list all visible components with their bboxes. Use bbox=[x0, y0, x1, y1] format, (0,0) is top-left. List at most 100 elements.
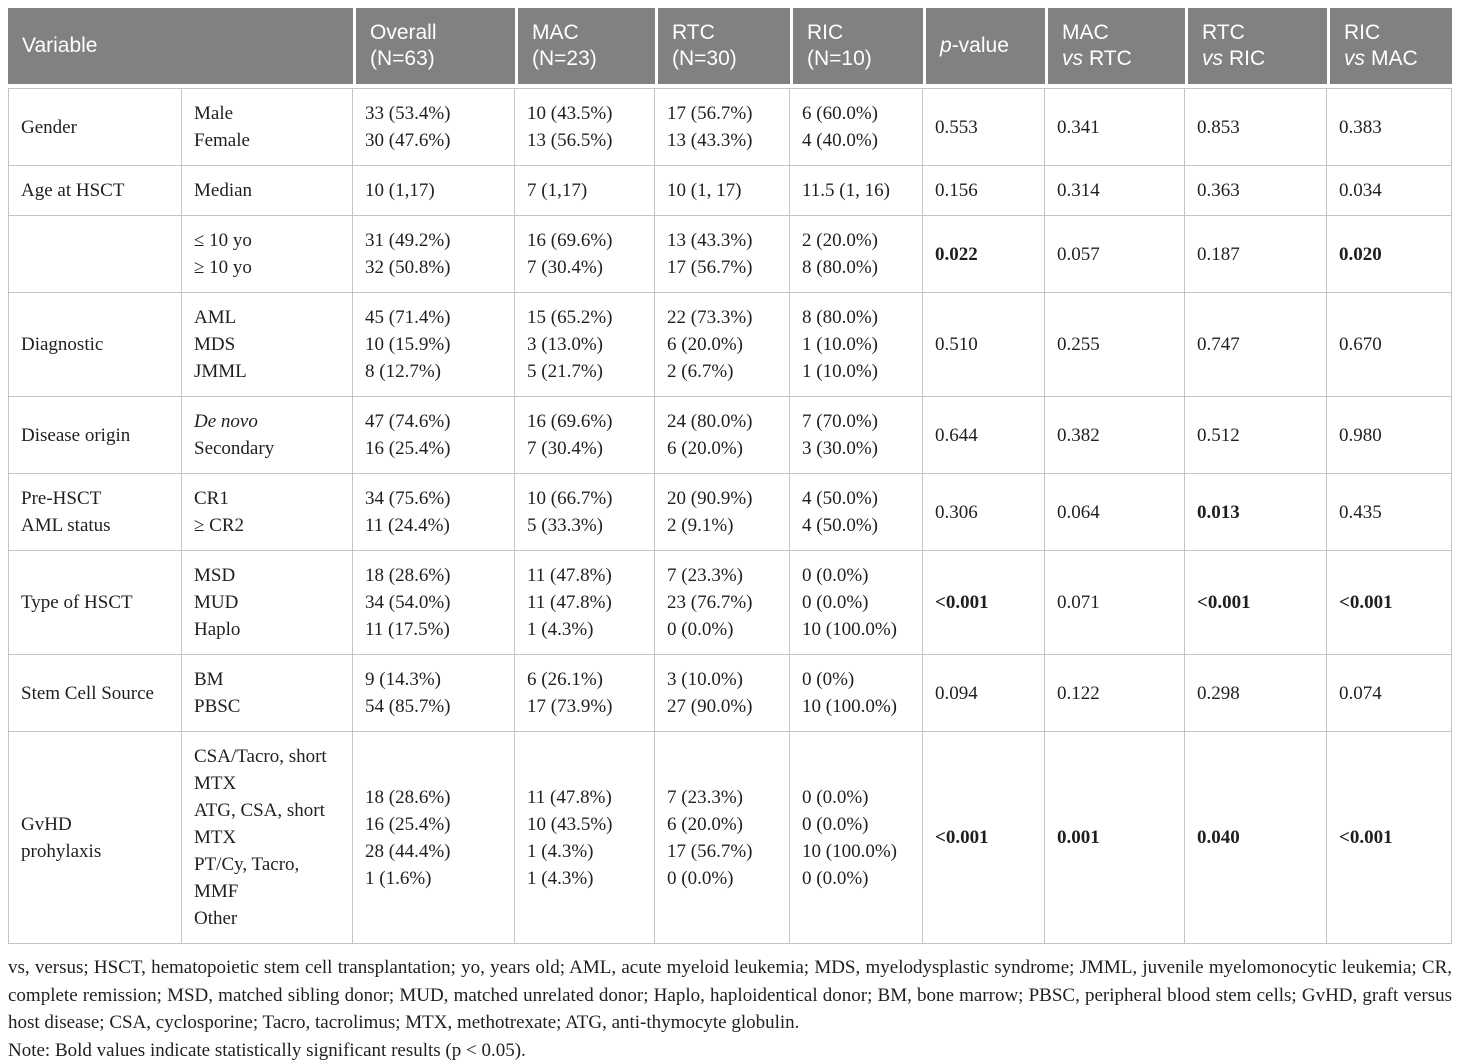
rtc-vs-ric-cell: 0.187 bbox=[1185, 216, 1327, 293]
overall-cell: 10 (1,17) bbox=[353, 166, 515, 216]
header-mac: MAC(N=23) bbox=[515, 8, 655, 88]
mac-cell: 11 (47.8%)10 (43.5%)1 (4.3%)1 (4.3%) bbox=[515, 732, 655, 944]
overall-cell: 31 (49.2%)32 (50.8%) bbox=[353, 216, 515, 293]
ric-cell: 6 (60.0%)4 (40.0%) bbox=[790, 88, 923, 166]
rtc-vs-ric-cell: 0.013 bbox=[1185, 474, 1327, 551]
rtc-vs-ric-cell: 0.853 bbox=[1185, 88, 1327, 166]
mac-cell: 15 (65.2%)3 (13.0%)5 (21.7%) bbox=[515, 293, 655, 397]
rtc-cell: 13 (43.3%)17 (56.7%) bbox=[655, 216, 790, 293]
ric-cell: 2 (20.0%)8 (80.0%) bbox=[790, 216, 923, 293]
ric-cell: 0 (0%)10 (100.0%) bbox=[790, 655, 923, 732]
mac-vs-rtc-cell: 0.122 bbox=[1045, 655, 1185, 732]
mac-vs-rtc-cell: 0.314 bbox=[1045, 166, 1185, 216]
rtc-vs-ric-cell: 0.363 bbox=[1185, 166, 1327, 216]
table-header: Variable Overall(N=63) MAC(N=23) RTC(N=3… bbox=[8, 8, 1452, 88]
variable-cell: Disease origin bbox=[8, 397, 182, 474]
mac-cell: 10 (66.7%)5 (33.3%) bbox=[515, 474, 655, 551]
ric-vs-mac-cell: 0.020 bbox=[1327, 216, 1452, 293]
mac-vs-rtc-cell: 0.382 bbox=[1045, 397, 1185, 474]
ric-vs-mac-cell: <0.001 bbox=[1327, 732, 1452, 944]
mac-vs-rtc-cell: 0.071 bbox=[1045, 551, 1185, 655]
sublabel-cell: Median bbox=[182, 166, 353, 216]
mac-cell: 6 (26.1%)17 (73.9%) bbox=[515, 655, 655, 732]
variable-cell: Stem Cell Source bbox=[8, 655, 182, 732]
mac-cell: 11 (47.8%)11 (47.8%)1 (4.3%) bbox=[515, 551, 655, 655]
overall-cell: 45 (71.4%)10 (15.9%)8 (12.7%) bbox=[353, 293, 515, 397]
rtc-vs-ric-cell: <0.001 bbox=[1185, 551, 1327, 655]
ric-vs-mac-cell: 0.034 bbox=[1327, 166, 1452, 216]
ric-vs-mac-cell: 0.980 bbox=[1327, 397, 1452, 474]
table-row-age-group: ≤ 10 yo≥ 10 yo 31 (49.2%)32 (50.8%) 16 (… bbox=[8, 216, 1452, 293]
mac-cell: 7 (1,17) bbox=[515, 166, 655, 216]
variable-cell bbox=[8, 216, 182, 293]
characteristics-table: Variable Overall(N=63) MAC(N=23) RTC(N=3… bbox=[8, 8, 1452, 944]
variable-cell: Age at HSCT bbox=[8, 166, 182, 216]
mac-cell: 16 (69.6%)7 (30.4%) bbox=[515, 397, 655, 474]
overall-cell: 9 (14.3%)54 (85.7%) bbox=[353, 655, 515, 732]
header-variable-label: Variable bbox=[22, 33, 345, 59]
ric-cell: 0 (0.0%)0 (0.0%)10 (100.0%) bbox=[790, 551, 923, 655]
ric-cell: 4 (50.0%)4 (50.0%) bbox=[790, 474, 923, 551]
rtc-cell: 20 (90.9%)2 (9.1%) bbox=[655, 474, 790, 551]
p-value-cell: <0.001 bbox=[923, 551, 1045, 655]
rtc-cell: 24 (80.0%)6 (20.0%) bbox=[655, 397, 790, 474]
p-value-cell: 0.510 bbox=[923, 293, 1045, 397]
overall-cell: 18 (28.6%)34 (54.0%)11 (17.5%) bbox=[353, 551, 515, 655]
header-overall: Overall(N=63) bbox=[353, 8, 515, 88]
p-value-cell: 0.306 bbox=[923, 474, 1045, 551]
ric-vs-mac-cell: 0.074 bbox=[1327, 655, 1452, 732]
ric-cell: 11.5 (1, 16) bbox=[790, 166, 923, 216]
p-value-cell: 0.156 bbox=[923, 166, 1045, 216]
sublabel-cell: CR1≥ CR2 bbox=[182, 474, 353, 551]
overall-cell: 33 (53.4%)30 (47.6%) bbox=[353, 88, 515, 166]
rtc-cell: 22 (73.3%)6 (20.0%)2 (6.7%) bbox=[655, 293, 790, 397]
variable-cell: Type of HSCT bbox=[8, 551, 182, 655]
rtc-vs-ric-cell: 0.512 bbox=[1185, 397, 1327, 474]
rtc-cell: 7 (23.3%)23 (76.7%)0 (0.0%) bbox=[655, 551, 790, 655]
rtc-vs-ric-cell: 0.298 bbox=[1185, 655, 1327, 732]
p-value-cell: 0.022 bbox=[923, 216, 1045, 293]
ric-cell: 8 (80.0%)1 (10.0%)1 (10.0%) bbox=[790, 293, 923, 397]
table-row-age: Age at HSCT Median 10 (1,17) 7 (1,17) 10… bbox=[8, 166, 1452, 216]
rtc-cell: 7 (23.3%)6 (20.0%)17 (56.7%)0 (0.0%) bbox=[655, 732, 790, 944]
overall-cell: 18 (28.6%)16 (25.4%)28 (44.4%)1 (1.6%) bbox=[353, 732, 515, 944]
header-rtc: RTC(N=30) bbox=[655, 8, 790, 88]
overall-cell: 34 (75.6%)11 (24.4%) bbox=[353, 474, 515, 551]
ric-vs-mac-cell: 0.670 bbox=[1327, 293, 1452, 397]
p-value-cell: 0.553 bbox=[923, 88, 1045, 166]
ric-cell: 0 (0.0%)0 (0.0%)10 (100.0%)0 (0.0%) bbox=[790, 732, 923, 944]
variable-cell: Gender bbox=[8, 88, 182, 166]
mac-vs-rtc-cell: 0.057 bbox=[1045, 216, 1185, 293]
table-footnote: vs, versus; HSCT, hematopoietic stem cel… bbox=[8, 954, 1452, 1064]
p-value-cell: 0.094 bbox=[923, 655, 1045, 732]
mac-vs-rtc-cell: 0.255 bbox=[1045, 293, 1185, 397]
rtc-cell: 3 (10.0%)27 (90.0%) bbox=[655, 655, 790, 732]
ric-cell: 7 (70.0%)3 (30.0%) bbox=[790, 397, 923, 474]
mac-cell: 16 (69.6%)7 (30.4%) bbox=[515, 216, 655, 293]
sublabel-cell: ≤ 10 yo≥ 10 yo bbox=[182, 216, 353, 293]
p-value-cell: 0.644 bbox=[923, 397, 1045, 474]
abbreviations-text: vs, versus; HSCT, hematopoietic stem cel… bbox=[8, 954, 1452, 1037]
ric-vs-mac-cell: 0.435 bbox=[1327, 474, 1452, 551]
variable-cell: Diagnostic bbox=[8, 293, 182, 397]
p-value-cell: <0.001 bbox=[923, 732, 1045, 944]
